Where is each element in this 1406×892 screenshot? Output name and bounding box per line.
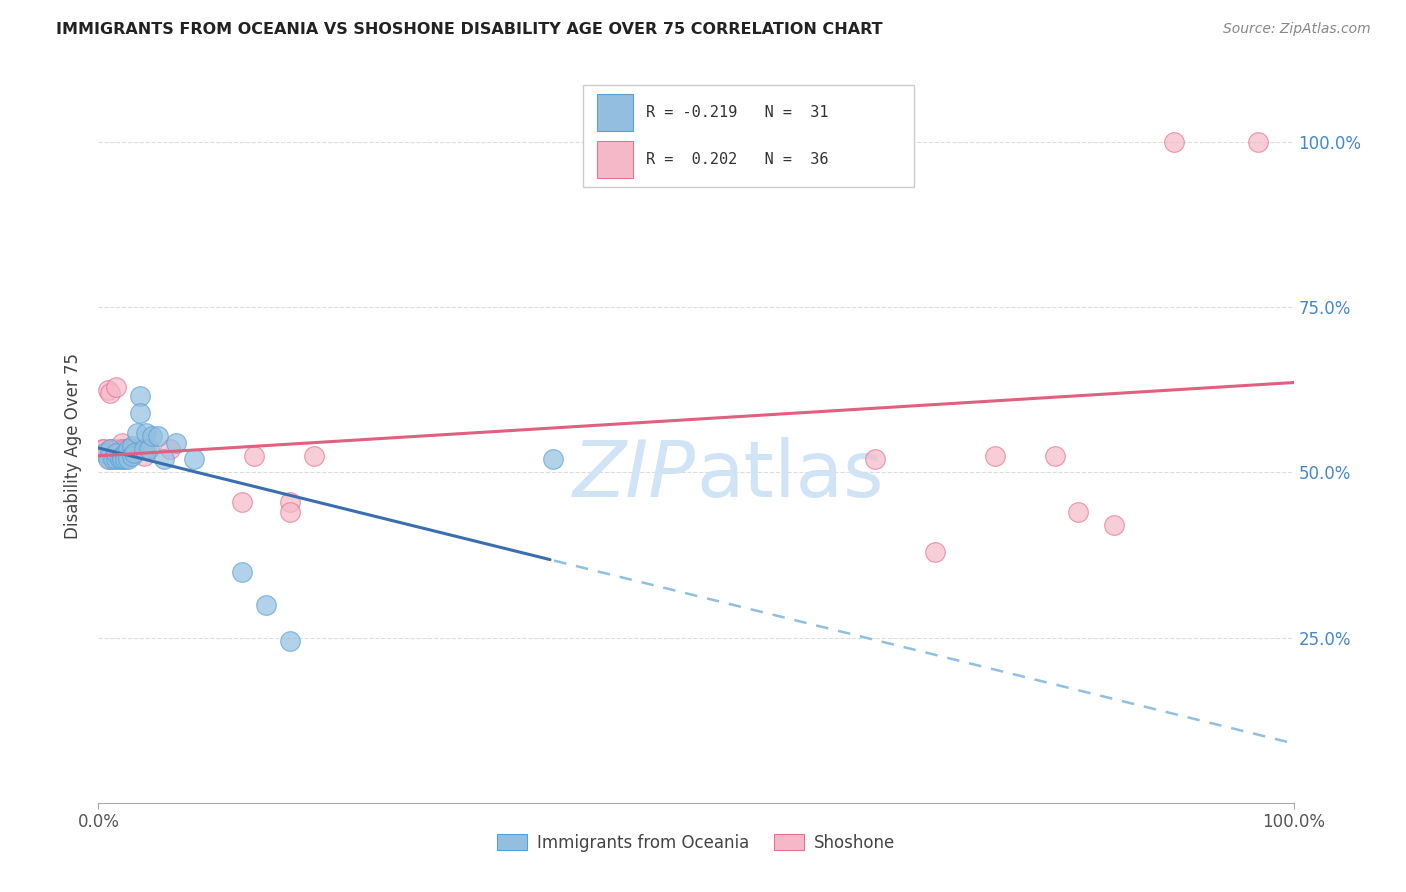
Point <box>117 445 139 459</box>
Point <box>129 442 152 457</box>
Point <box>984 449 1007 463</box>
Point <box>231 565 253 579</box>
Text: R =  0.202   N =  36: R = 0.202 N = 36 <box>647 153 828 167</box>
Point <box>278 505 301 519</box>
Point <box>129 389 152 403</box>
Point <box>111 449 134 463</box>
Point <box>105 449 128 463</box>
Text: IMMIGRANTS FROM OCEANIA VS SHOSHONE DISABILITY AGE OVER 75 CORRELATION CHART: IMMIGRANTS FROM OCEANIA VS SHOSHONE DISA… <box>56 22 883 37</box>
Point <box>98 442 122 457</box>
Point <box>101 442 124 457</box>
Point <box>105 442 128 457</box>
Y-axis label: Disability Age Over 75: Disability Age Over 75 <box>65 353 83 539</box>
Point <box>98 442 122 457</box>
Point <box>865 452 887 467</box>
Text: R = -0.219   N =  31: R = -0.219 N = 31 <box>647 105 828 120</box>
Point <box>1067 505 1090 519</box>
Point <box>159 442 181 457</box>
Point <box>1163 135 1185 149</box>
Point <box>98 386 122 401</box>
Point <box>153 452 176 467</box>
Point <box>97 383 120 397</box>
Point <box>117 442 139 457</box>
Legend: Immigrants from Oceania, Shoshone: Immigrants from Oceania, Shoshone <box>491 828 901 859</box>
Point <box>121 439 143 453</box>
Point <box>135 425 157 440</box>
Point <box>243 449 266 463</box>
Text: atlas: atlas <box>696 436 883 513</box>
FancyBboxPatch shape <box>583 85 914 187</box>
Point <box>302 449 325 463</box>
Point <box>141 429 163 443</box>
Text: Source: ZipAtlas.com: Source: ZipAtlas.com <box>1223 22 1371 37</box>
Point <box>105 452 128 467</box>
Point <box>114 445 136 459</box>
Point <box>924 545 946 559</box>
Point <box>111 442 134 457</box>
Point <box>1043 449 1066 463</box>
Point <box>124 445 146 459</box>
Point <box>93 442 115 457</box>
Text: ZIP: ZIP <box>574 436 696 513</box>
Point <box>124 442 146 457</box>
Point <box>117 452 139 467</box>
Point <box>111 452 134 467</box>
Point <box>121 449 143 463</box>
Point <box>138 442 160 457</box>
Point <box>231 495 253 509</box>
Point <box>1247 135 1270 149</box>
Point <box>165 435 187 450</box>
Point <box>1104 518 1126 533</box>
Point <box>125 425 148 440</box>
Point <box>108 452 131 467</box>
Point <box>98 452 122 467</box>
Point <box>278 634 301 648</box>
Point <box>93 445 115 459</box>
Point <box>114 452 136 467</box>
Point <box>183 452 205 467</box>
Point <box>108 442 131 457</box>
Point <box>101 452 124 467</box>
Point <box>129 406 152 420</box>
Point <box>91 442 114 457</box>
Point <box>132 442 155 457</box>
Point <box>111 435 134 450</box>
Bar <box>596 141 633 178</box>
Point <box>114 442 136 457</box>
Point <box>148 429 170 443</box>
Point <box>97 452 120 467</box>
Point <box>124 442 146 457</box>
Point <box>278 495 301 509</box>
Bar <box>596 94 633 131</box>
Point <box>541 452 564 467</box>
Point <box>254 598 277 612</box>
Point <box>117 442 139 457</box>
Point <box>105 379 128 393</box>
Point <box>121 442 143 457</box>
Point <box>135 442 157 457</box>
Point <box>132 449 155 463</box>
Point <box>105 445 128 459</box>
